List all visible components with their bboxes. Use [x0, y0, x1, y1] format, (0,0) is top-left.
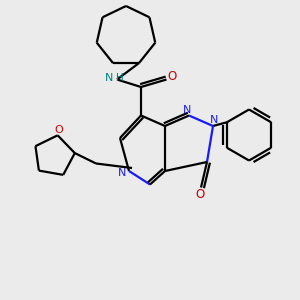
Text: N: N: [183, 105, 192, 115]
Text: H: H: [116, 73, 123, 83]
Text: N: N: [118, 167, 127, 178]
Text: N: N: [104, 73, 113, 83]
Text: O: O: [168, 70, 177, 83]
Text: N: N: [210, 115, 219, 125]
Text: O: O: [55, 125, 64, 135]
Text: O: O: [195, 188, 204, 201]
